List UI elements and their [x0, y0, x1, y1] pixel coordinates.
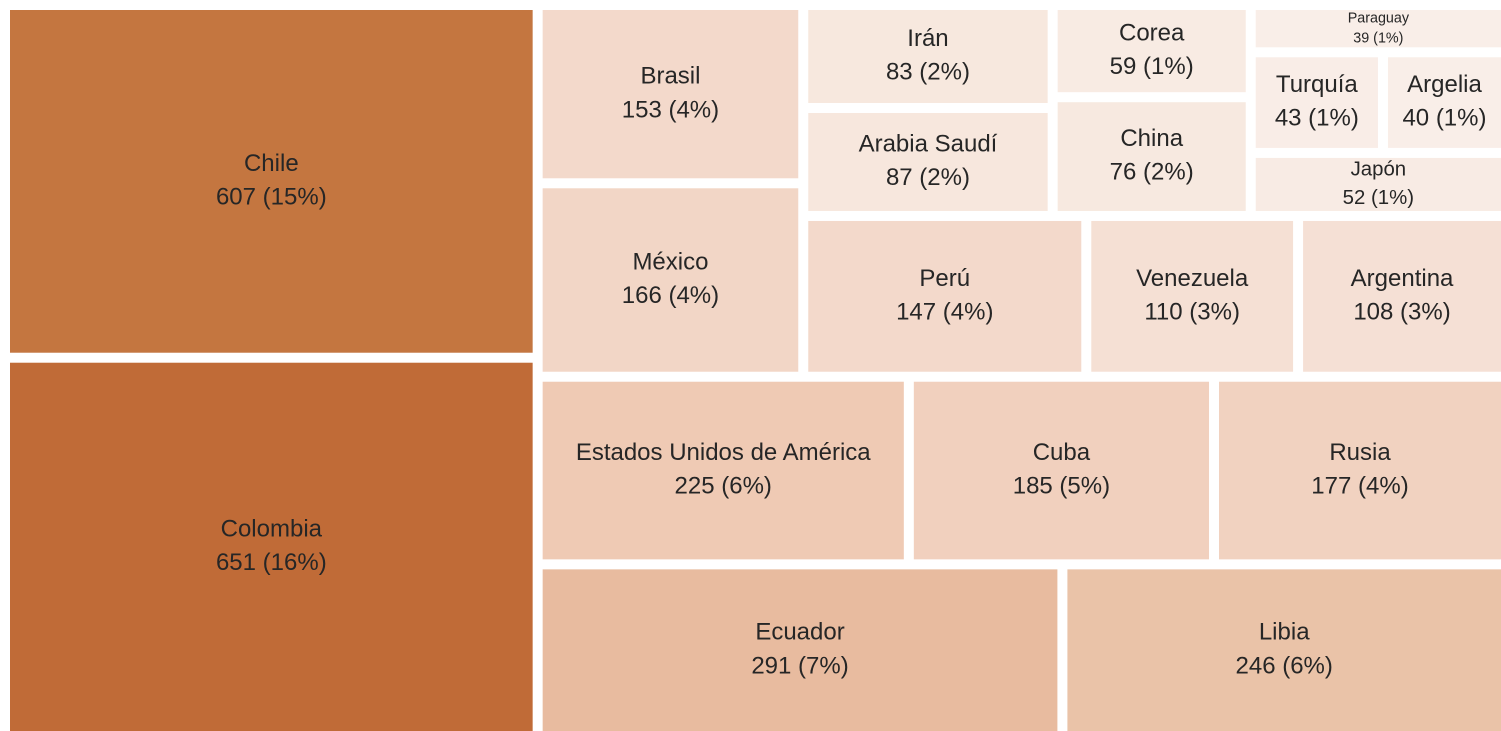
tile: Estados Unidos de América 225 (6%)	[542, 381, 904, 560]
tile-label: Estados Unidos de América	[576, 439, 871, 466]
tile-label: Ecuador	[755, 619, 844, 646]
tile-value: 87 (2%)	[886, 164, 970, 191]
tile: Libia 246 (6%)	[1067, 569, 1501, 731]
tile-value: 651 (16%)	[216, 549, 327, 576]
tile-rect	[1057, 102, 1246, 211]
tile: Ecuador 291 (7%)	[542, 569, 1058, 731]
tile-label: Argelia	[1407, 71, 1482, 98]
tile-value: 166 (4%)	[622, 282, 719, 309]
tile-label: Chile	[244, 150, 299, 177]
tile: Brasil 153 (4%)	[542, 10, 799, 179]
tile-rect	[10, 362, 533, 731]
tile: Irán 83 (2%)	[808, 10, 1048, 104]
tile-value: 607 (15%)	[216, 184, 327, 211]
tile-value: 185 (5%)	[1013, 473, 1110, 500]
tile-value: 110 (3%)	[1144, 298, 1240, 325]
tile: Paraguay 39 (1%)	[1255, 10, 1501, 48]
tile-label: Libia	[1259, 619, 1310, 646]
tile-value: 225 (6%)	[675, 473, 772, 500]
tile-value: 246 (6%)	[1236, 652, 1333, 679]
tile-value: 83 (2%)	[886, 59, 970, 86]
tile-value: 52 (1%)	[1343, 187, 1414, 209]
tile: Cuba 185 (5%)	[913, 381, 1210, 560]
tile-value: 76 (2%)	[1110, 159, 1194, 186]
tile-rect	[542, 188, 799, 372]
tile-label: Venezuela	[1136, 265, 1249, 292]
tile-label: Brasil	[640, 63, 700, 90]
tile: Colombia 651 (16%)	[10, 362, 533, 731]
tile: Perú 147 (4%)	[808, 220, 1082, 372]
tile: China 76 (2%)	[1057, 102, 1246, 211]
tile-value: 59 (1%)	[1110, 53, 1194, 80]
tile-label: México	[632, 249, 708, 276]
tile: Japón 52 (1%)	[1255, 157, 1501, 211]
tile-rect	[1091, 220, 1294, 372]
tile-label: Arabia Saudí	[859, 131, 998, 158]
tile-label: Argentina	[1351, 265, 1454, 292]
tile-rect	[10, 10, 533, 353]
tile: Turquía 43 (1%)	[1255, 57, 1378, 148]
tile-value: 43 (1%)	[1275, 105, 1359, 132]
tile: Argentina 108 (3%)	[1303, 220, 1501, 372]
tile: Corea 59 (1%)	[1057, 10, 1246, 93]
tile-rect	[1219, 381, 1501, 560]
tile: Rusia 177 (4%)	[1219, 381, 1501, 560]
tile-rect	[808, 220, 1082, 372]
tile-value: 153 (4%)	[622, 96, 719, 123]
tile-value: 39 (1%)	[1353, 30, 1403, 46]
tile-rect	[1255, 57, 1378, 148]
tile-label: Paraguay	[1348, 10, 1410, 26]
tile: Chile 607 (15%)	[10, 10, 533, 353]
tile-rect	[542, 10, 799, 179]
tile-label: Colombia	[221, 515, 323, 542]
tile-rect	[1303, 220, 1501, 372]
tile-rect	[1255, 157, 1501, 211]
tile-value: 40 (1%)	[1402, 105, 1486, 132]
tile-value: 291 (7%)	[751, 652, 848, 679]
tile: Venezuela 110 (3%)	[1091, 220, 1294, 372]
tile-rect	[1057, 10, 1246, 93]
tile-label: Japón	[1351, 159, 1407, 181]
tile: Argelia 40 (1%)	[1387, 57, 1501, 148]
tile-rect	[1255, 10, 1501, 48]
tile-label: Turquía	[1276, 71, 1358, 98]
tile: México 166 (4%)	[542, 188, 799, 372]
tile-rect	[1387, 57, 1501, 148]
tile-label: China	[1120, 125, 1183, 152]
tile-label: Irán	[907, 25, 948, 52]
tile-label: Corea	[1119, 20, 1185, 47]
tile-rect	[1067, 569, 1501, 731]
tile-rect	[542, 569, 1058, 731]
tile-rect	[808, 113, 1048, 211]
tile-label: Perú	[919, 265, 970, 292]
tile-rect	[808, 10, 1048, 104]
tile: Arabia Saudí 87 (2%)	[808, 113, 1048, 211]
tile-rect	[542, 381, 904, 560]
tile-value: 177 (4%)	[1311, 473, 1408, 500]
tile-rect	[913, 381, 1210, 560]
tile-label: Rusia	[1329, 439, 1391, 466]
tile-label: Cuba	[1033, 439, 1091, 466]
tile-value: 108 (3%)	[1353, 298, 1450, 325]
tile-value: 147 (4%)	[896, 298, 993, 325]
